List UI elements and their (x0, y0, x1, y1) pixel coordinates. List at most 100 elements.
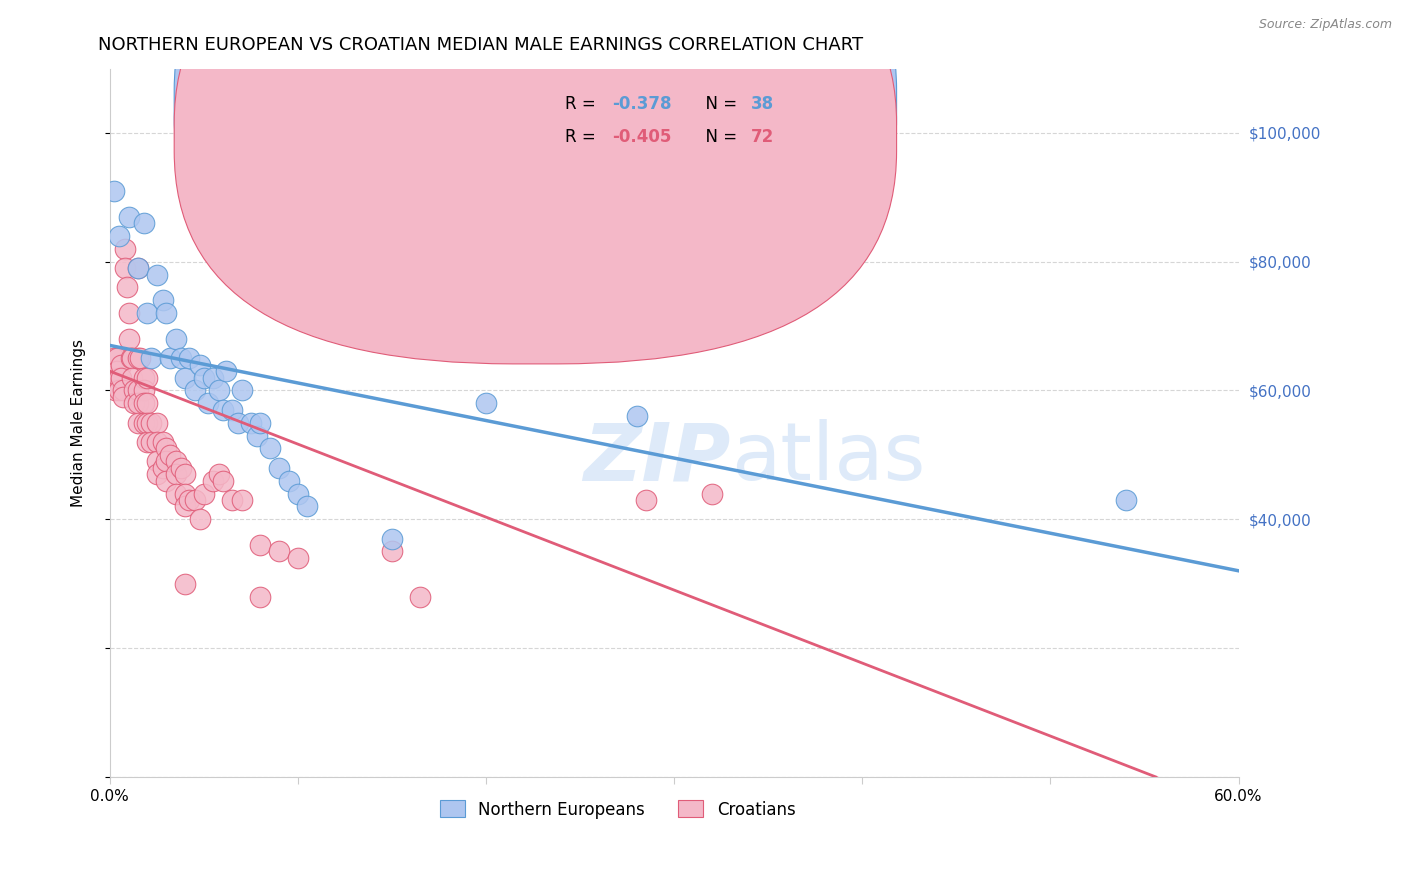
Point (211, 474, 233, 488)
Point (146, 268, 169, 282)
Text: -0.405: -0.405 (612, 128, 672, 146)
Point (152, 293, 174, 308)
Point (124, 384, 146, 398)
Point (159, 351, 181, 366)
Point (269, 544, 291, 558)
Point (174, 486, 197, 500)
Point (127, 396, 149, 410)
Point (132, 396, 155, 410)
Point (409, 590, 432, 604)
Point (475, 396, 498, 410)
Point (221, 493, 243, 508)
Point (146, 416, 169, 430)
Point (124, 396, 146, 410)
Point (381, 532, 404, 546)
Point (136, 435, 159, 450)
Text: -0.378: -0.378 (612, 95, 672, 113)
Point (105, 351, 128, 366)
Point (188, 358, 211, 372)
Point (152, 460, 174, 475)
Point (115, 280, 138, 294)
Point (127, 384, 149, 398)
Y-axis label: Median Male Earnings: Median Male Earnings (72, 339, 86, 507)
Point (136, 306, 159, 320)
Point (226, 416, 249, 430)
Point (155, 442, 177, 456)
Point (170, 351, 193, 366)
Point (197, 396, 219, 410)
Point (104, 384, 127, 398)
Point (215, 364, 238, 378)
Point (174, 576, 197, 591)
FancyBboxPatch shape (499, 79, 815, 164)
Point (208, 384, 231, 398)
Point (221, 402, 243, 417)
Point (127, 416, 149, 430)
Point (174, 370, 197, 384)
Point (152, 435, 174, 450)
Point (132, 216, 155, 230)
Text: N =: N = (695, 95, 742, 113)
Point (188, 512, 211, 526)
Point (202, 474, 225, 488)
Point (249, 538, 271, 552)
Point (120, 351, 142, 366)
Point (177, 351, 200, 366)
Point (127, 351, 149, 366)
Point (208, 467, 231, 482)
Text: ZIP: ZIP (583, 419, 731, 497)
Point (287, 486, 309, 500)
Point (231, 493, 253, 508)
Text: R =: R = (565, 128, 600, 146)
Point (202, 370, 225, 384)
Point (110, 370, 132, 384)
Point (132, 416, 155, 430)
Point (155, 454, 177, 468)
Point (165, 467, 187, 482)
Point (141, 416, 163, 430)
Point (136, 416, 159, 430)
Point (103, 351, 125, 366)
Point (110, 358, 132, 372)
Text: N =: N = (695, 128, 742, 146)
Point (211, 402, 233, 417)
Point (165, 486, 187, 500)
Point (146, 435, 169, 450)
Point (146, 467, 169, 482)
Point (259, 442, 281, 456)
Point (136, 396, 159, 410)
Point (114, 261, 136, 276)
FancyBboxPatch shape (174, 0, 897, 331)
Point (170, 460, 193, 475)
Point (108, 384, 131, 398)
Point (108, 370, 131, 384)
Point (127, 261, 149, 276)
Point (277, 474, 299, 488)
Point (193, 486, 215, 500)
Point (127, 261, 149, 276)
Point (245, 428, 267, 442)
Point (381, 544, 404, 558)
Point (136, 370, 159, 384)
Point (118, 332, 141, 346)
Point (141, 435, 163, 450)
Point (174, 467, 197, 482)
Point (155, 474, 177, 488)
Point (118, 306, 141, 320)
Point (111, 390, 134, 404)
Point (297, 500, 319, 514)
Point (118, 210, 141, 224)
Point (626, 409, 648, 424)
Point (165, 332, 187, 346)
Point (165, 454, 187, 468)
Point (105, 364, 128, 378)
Point (155, 306, 177, 320)
Text: atlas: atlas (731, 419, 925, 497)
FancyBboxPatch shape (174, 0, 897, 364)
Text: NORTHERN EUROPEAN VS CROATIAN MEDIAN MALE EARNINGS CORRELATION CHART: NORTHERN EUROPEAN VS CROATIAN MEDIAN MAL… (98, 36, 863, 54)
Point (103, 184, 125, 198)
Point (141, 351, 163, 366)
Point (159, 448, 181, 462)
Point (1115, 493, 1137, 508)
Point (104, 364, 127, 378)
